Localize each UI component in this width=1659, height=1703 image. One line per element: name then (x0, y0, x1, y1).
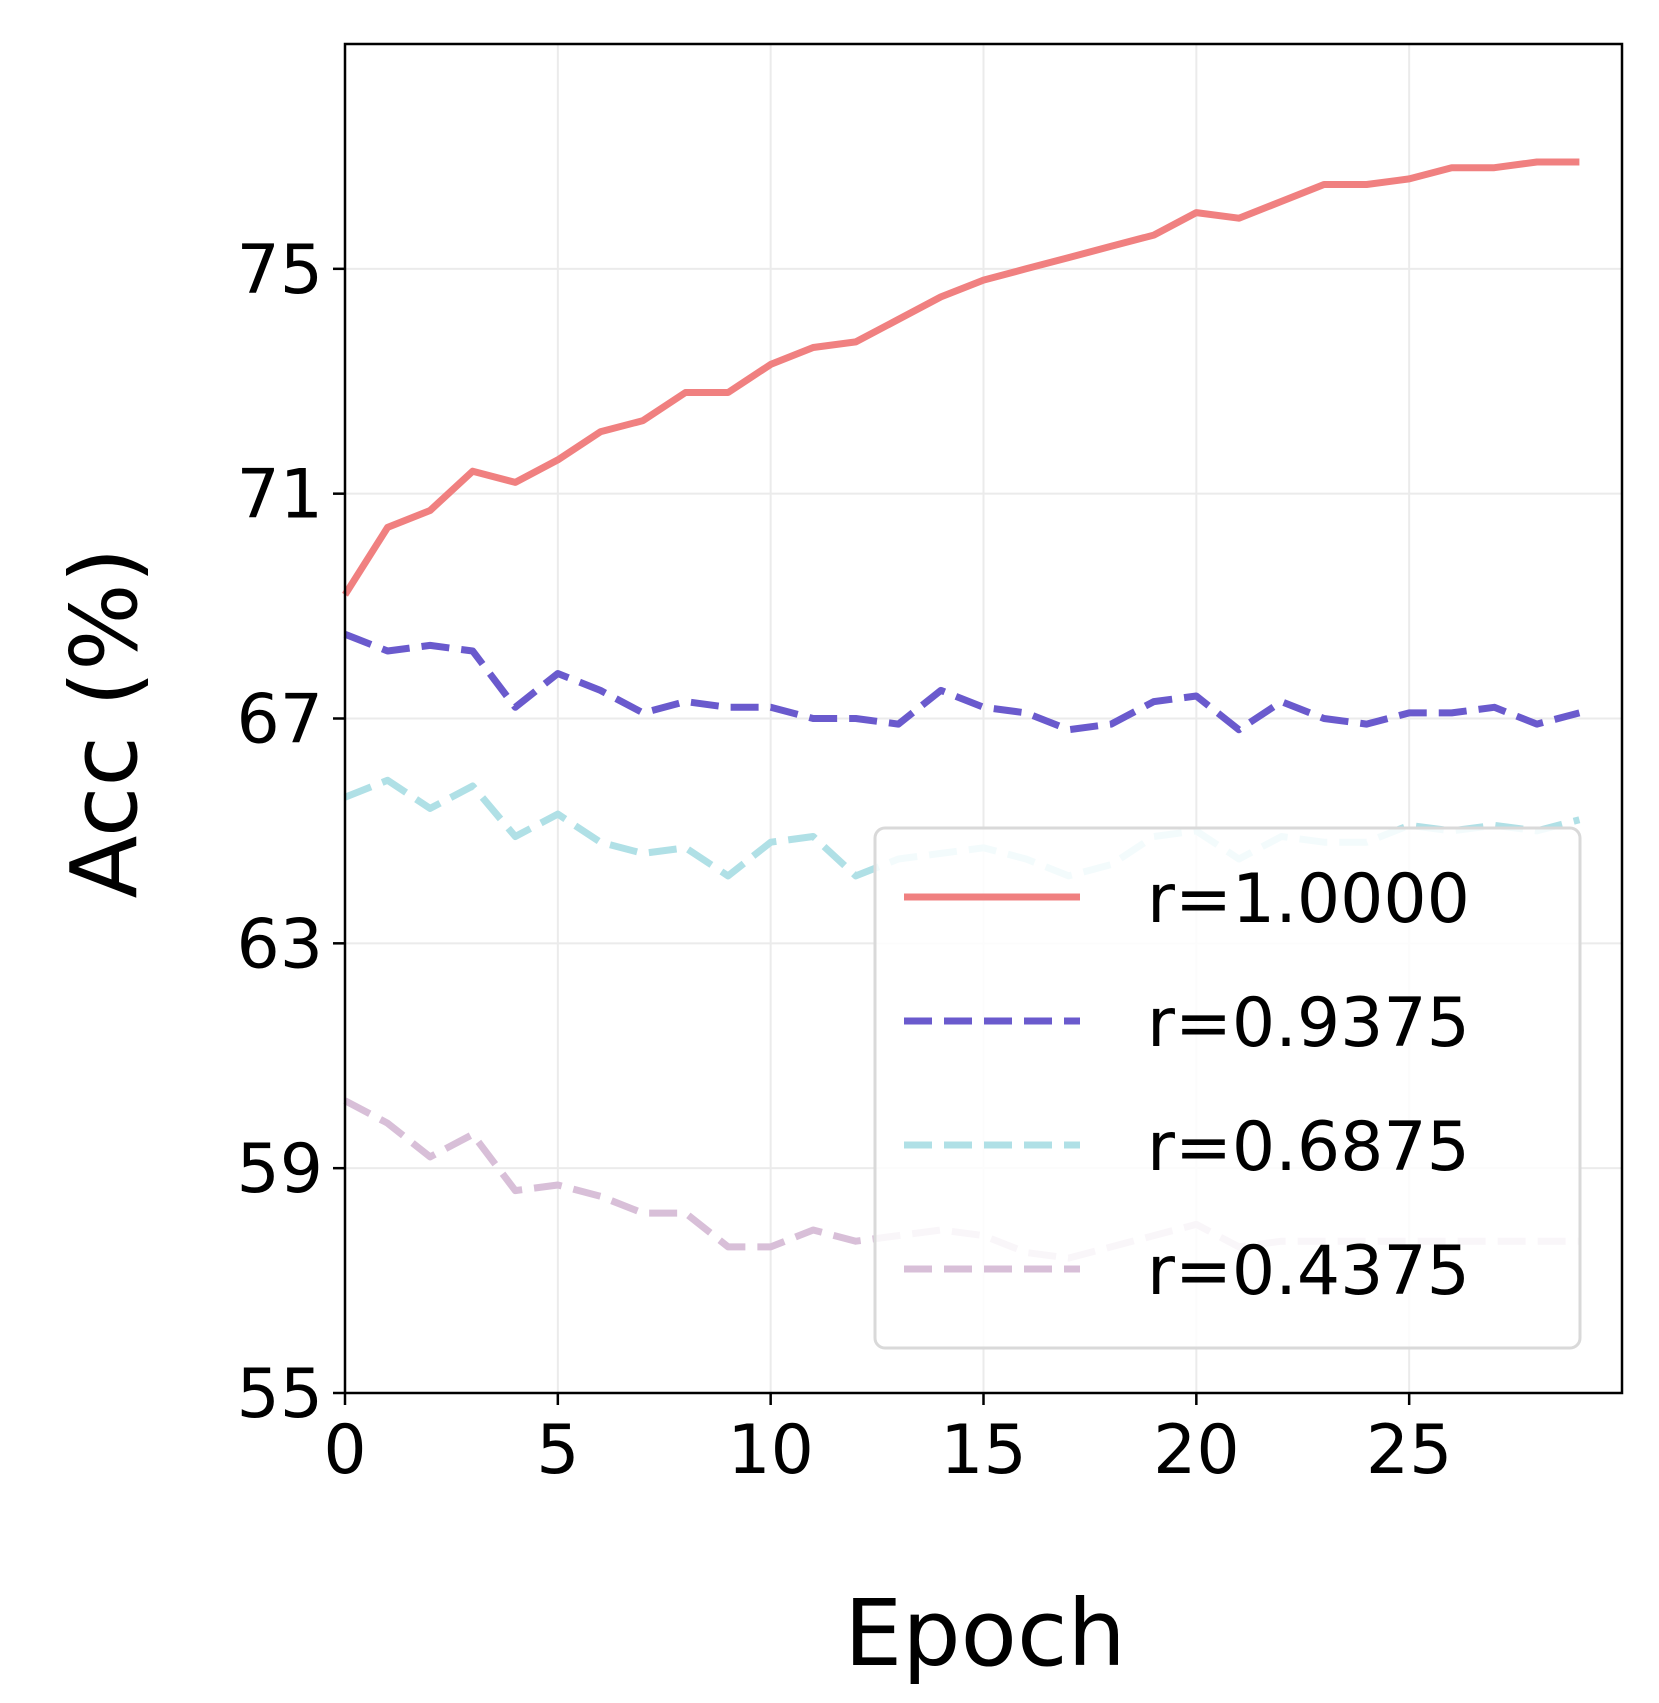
legend-label-3: r=0.6875 (1147, 1108, 1470, 1187)
y-tick-label: 63 (236, 905, 323, 984)
x-tick-label: 20 (1153, 1411, 1240, 1490)
y-tick-label: 75 (236, 231, 323, 310)
legend-label-1: r=1.0000 (1147, 860, 1470, 939)
legend-items: r=1.0000 r=0.9375 r=0.6875 r=0.4375 (904, 860, 1470, 1311)
tick-labels: 0 5 10 15 20 25 55 59 63 67 71 75 (236, 231, 1452, 1490)
axis-ticks (333, 267, 1411, 1405)
series-line-2 (343, 630, 1581, 734)
legend-label-2: r=0.9375 (1147, 984, 1470, 1063)
x-tick-label: 25 (1366, 1411, 1453, 1490)
series-line-3 (343, 776, 1581, 880)
x-tick-label: 10 (727, 1411, 814, 1490)
x-tick-label: 5 (536, 1411, 579, 1490)
legend: r=1.0000 r=0.9375 r=0.6875 r=0.4375 (873, 826, 1582, 1350)
y-tick-label: 59 (236, 1130, 323, 1209)
y-axis-title: Acc (%) (51, 548, 158, 899)
y-tick-label: 55 (236, 1355, 323, 1434)
series-line-1 (342, 158, 1580, 597)
x-tick-label: 0 (323, 1411, 366, 1490)
y-tick-label: 67 (236, 681, 323, 760)
x-tick-label: 15 (940, 1411, 1027, 1490)
legend-box (873, 826, 1582, 1350)
x-axis-title: Epoch (844, 1580, 1126, 1687)
legend-label-4: r=0.4375 (1147, 1232, 1470, 1311)
y-tick-label: 71 (236, 456, 323, 535)
